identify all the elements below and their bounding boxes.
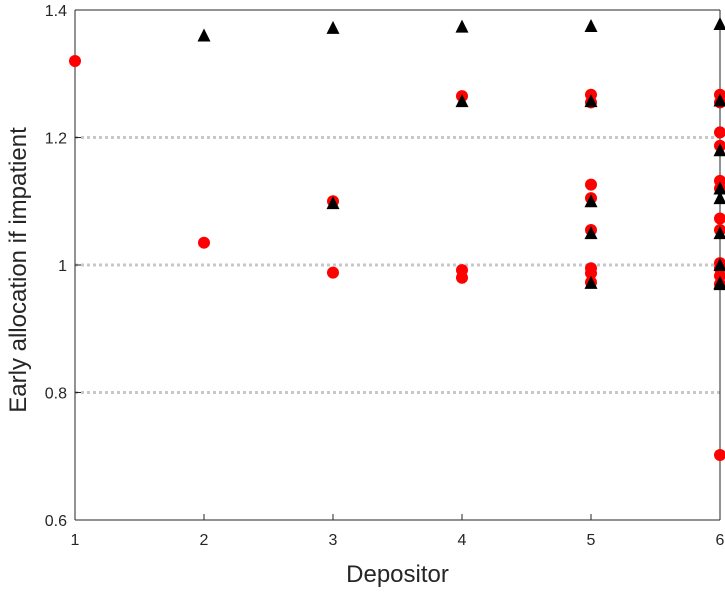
x-tick-label-5: 6	[716, 532, 725, 549]
triangle-point-11	[713, 17, 725, 31]
circle-point-21	[714, 212, 725, 225]
x-axis-title: Depositor	[346, 561, 449, 588]
y-tick-label-2: 1	[58, 258, 67, 275]
triangle-point-12	[713, 93, 725, 107]
circle-point-13	[585, 267, 597, 280]
triangle-point-6	[584, 18, 598, 32]
triangle-point-16	[713, 226, 725, 240]
triangle-point-4	[455, 94, 469, 108]
x-tick-label-3: 4	[458, 532, 467, 549]
reference-lines	[75, 136, 720, 394]
x-tick-label-0: 1	[71, 532, 80, 549]
triangle-point-15	[713, 191, 725, 205]
triangle-point-0	[197, 28, 211, 42]
x-tick-label-2: 3	[329, 532, 338, 549]
y-axis-title: Early allocation if impatient	[5, 127, 32, 413]
x-tick-label-4: 5	[587, 532, 596, 549]
x-tick-label-1: 2	[200, 532, 209, 549]
triangle-point-13	[713, 143, 725, 157]
triangle-point-7	[584, 94, 598, 108]
triangle-point-18	[713, 277, 725, 291]
data-markers	[69, 17, 725, 461]
y-tick-label-0: 0.6	[45, 513, 67, 530]
triangle-point-5	[584, 275, 598, 289]
circle-point-17	[714, 126, 725, 139]
circle-point-1	[198, 236, 210, 249]
triangle-point-9	[584, 226, 598, 240]
triangle-point-1	[326, 20, 340, 34]
y-tick-label-1: 0.8	[45, 386, 67, 403]
y-tick-label-4: 1.4	[45, 3, 67, 20]
axis-ticks: 1 2 3 4 5 6 0.6 0.8 1 1.2 1.4	[45, 3, 725, 549]
triangle-point-3	[455, 19, 469, 33]
circle-point-6	[456, 271, 468, 284]
triangle-point-2	[326, 196, 340, 210]
circle-point-27	[714, 448, 725, 461]
triangle-point-8	[584, 194, 598, 208]
y-tick-label-3: 1.2	[45, 131, 67, 148]
triangle-point-17	[713, 258, 725, 271]
circle-point-3	[327, 266, 339, 279]
circle-point-9	[585, 178, 597, 191]
triangle-point-14	[713, 181, 725, 195]
circle-point-0	[69, 55, 81, 67]
